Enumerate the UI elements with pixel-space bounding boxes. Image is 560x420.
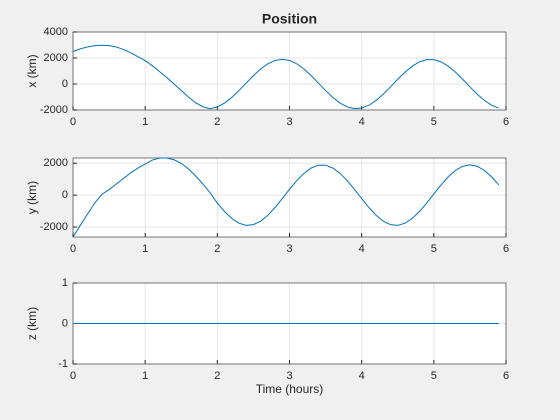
data-line — [72, 157, 500, 238]
x-tick-label: 4 — [359, 116, 365, 128]
x-tick-label: 1 — [142, 116, 148, 128]
data-line — [72, 44, 499, 110]
x-tick-label: 3 — [286, 243, 292, 255]
y-tick-label: 0 — [62, 189, 68, 201]
x-axis-label: Time (hours) — [256, 382, 324, 396]
x-tick-label: 0 — [70, 370, 76, 382]
x-tick-label: 4 — [359, 243, 365, 255]
x-tick-label: 5 — [431, 370, 437, 382]
y-tick-label: 2000 — [44, 157, 68, 169]
y-axis-label: z (km) — [25, 307, 39, 340]
y-tick-label: -2000 — [40, 221, 68, 233]
y-tick-label: 4000 — [44, 26, 68, 38]
x-tick-label: 3 — [286, 116, 292, 128]
y-axis-label: x (km) — [25, 54, 39, 87]
x-tick-label: 6 — [503, 116, 509, 128]
x-tick-label: 3 — [286, 370, 292, 382]
x-tick-label: 4 — [359, 370, 365, 382]
y-tick-label: 2000 — [44, 52, 68, 64]
x-tick-label: 1 — [142, 370, 148, 382]
x-tick-label: 2 — [214, 116, 220, 128]
x-tick-label: 2 — [214, 370, 220, 382]
axes-box — [72, 31, 507, 111]
x-tick-label: 6 — [503, 370, 509, 382]
y-tick-label: 1 — [62, 277, 68, 289]
x-tick-label: 5 — [431, 243, 437, 255]
y-tick-label: -2000 — [40, 104, 68, 116]
chart-title: Position — [262, 11, 317, 27]
x-tick-label: 6 — [503, 243, 509, 255]
y-tick-label: 0 — [62, 317, 68, 329]
x-tick-label: 2 — [214, 243, 220, 255]
x-tick-label: 0 — [70, 243, 76, 255]
axes-box — [72, 157, 507, 238]
y-tick-label: 0 — [62, 78, 68, 90]
x-tick-label: 0 — [70, 116, 76, 128]
y-tick-label: -1 — [58, 358, 68, 370]
y-axis-label: y (km) — [25, 181, 39, 214]
x-tick-label: 1 — [142, 243, 148, 255]
x-tick-label: 5 — [431, 116, 437, 128]
